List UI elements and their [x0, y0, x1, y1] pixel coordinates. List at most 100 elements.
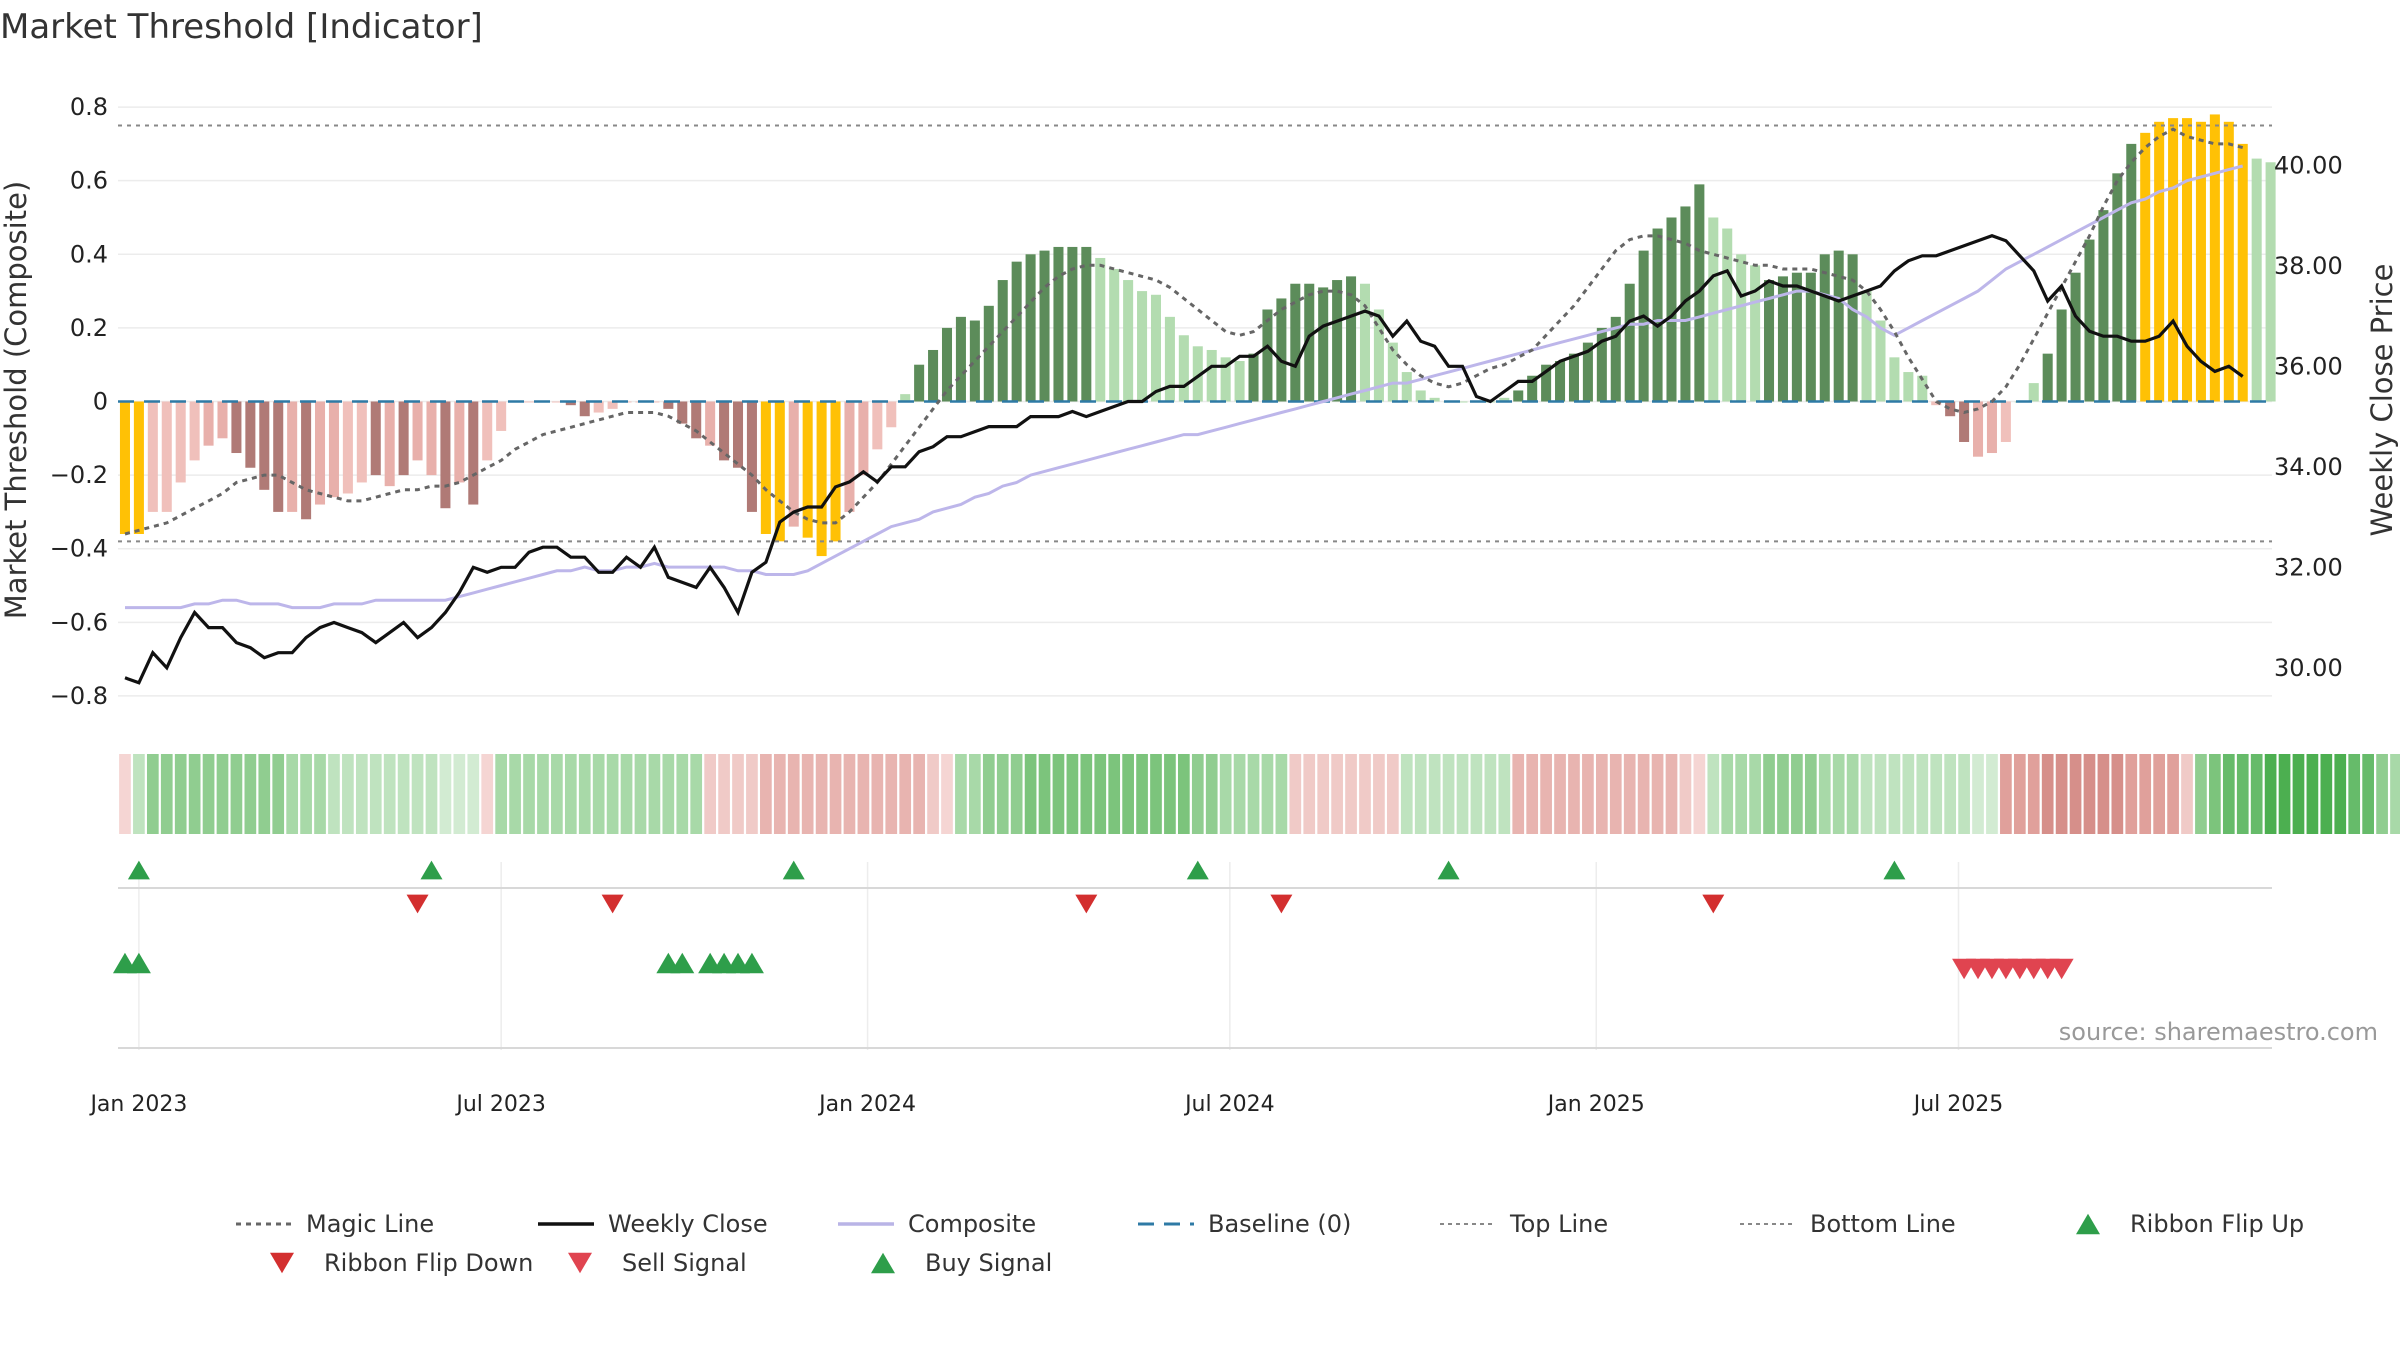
ribbon-cell — [1359, 754, 1371, 834]
ribbon-cell — [1568, 754, 1580, 834]
ribbon-cell — [1679, 754, 1692, 834]
composite-bar — [203, 401, 214, 446]
ribbon-cell — [2390, 754, 2400, 834]
composite-bar — [1736, 254, 1747, 402]
composite-bar — [1610, 316, 1621, 402]
ribbon-cell — [1721, 754, 1734, 834]
composite-bar — [719, 401, 730, 461]
composite-bar — [1415, 390, 1426, 402]
ribbon-cell — [2320, 754, 2333, 834]
ribbon-cell — [592, 754, 605, 834]
composite-bar — [1861, 291, 1872, 402]
ribbon-cell — [1665, 754, 1678, 834]
weekly-close-line — [124, 234, 2244, 685]
ribbon-cell — [425, 754, 438, 834]
ribbon-flip-down-marker — [1702, 894, 1725, 914]
composite-bar — [1945, 401, 1956, 417]
ribbon-cell — [1707, 754, 1720, 834]
composite-bar — [1373, 309, 1384, 402]
ribbon-cell — [300, 754, 312, 834]
composite-bar — [1011, 261, 1022, 402]
ribbon-cell — [160, 754, 173, 834]
legend-label: Top Line — [1509, 1210, 1608, 1238]
ribbon-cell — [1275, 754, 1288, 834]
composite-bar — [2140, 132, 2151, 402]
ribbon-cell — [1414, 754, 1427, 834]
ribbon-cell — [314, 754, 326, 834]
composite-bar — [412, 401, 423, 461]
x-axis-ticks: Jan 2023 Jul 2023 Jan 2024 Jul 2024 Jan 2025… — [88, 1092, 2003, 1117]
composite-bar — [259, 401, 270, 490]
composite-bar — [1624, 283, 1635, 402]
ribbon-cell — [2055, 754, 2068, 834]
composite-bar — [1262, 309, 1273, 402]
legend-label: Sell Signal — [622, 1249, 747, 1277]
composite-bar — [440, 401, 451, 509]
ribbon-cell — [690, 754, 703, 834]
ribbon-cell — [355, 754, 368, 834]
ribbon-cell — [1024, 754, 1037, 834]
composite-bar — [2028, 383, 2039, 402]
ribbon-cell — [1317, 754, 1330, 834]
composite-bar — [1304, 283, 1315, 402]
composite-bar — [1137, 291, 1148, 402]
composite-bar — [802, 401, 813, 538]
composite-bar — [2265, 162, 2276, 402]
ribbon-cell — [1791, 754, 1803, 834]
ribbon-cell — [2236, 754, 2249, 834]
composite-bar — [1819, 254, 1830, 402]
legend-label: Magic Line — [306, 1210, 434, 1238]
ribbon-cell — [1595, 754, 1608, 834]
composite-bar — [1332, 280, 1343, 402]
ribbon-cell — [1331, 754, 1343, 834]
composite-bar — [830, 401, 841, 542]
ribbon-cell — [913, 754, 925, 834]
ribbon-cell — [1735, 754, 1748, 834]
composite-bar — [1095, 257, 1106, 402]
ribbon-cell — [1777, 754, 1789, 834]
ribbon-cell — [146, 754, 159, 834]
ribbon-cell — [1609, 754, 1622, 834]
ribbon-flip-up-marker — [1186, 860, 1209, 880]
composite-bar — [147, 401, 158, 512]
ribbon-cell — [773, 754, 786, 834]
composite-bar — [2000, 401, 2011, 442]
ribbon-cell — [1749, 754, 1761, 834]
composite-bar — [1457, 401, 1468, 403]
ribbon-cell — [1623, 754, 1636, 834]
ribbon-cell — [133, 754, 145, 834]
y-tick-label: 0.2 — [70, 314, 108, 342]
ribbon-flip-up-marker — [1437, 860, 1460, 880]
composite-bar — [2126, 143, 2137, 402]
ribbon-cell — [1428, 754, 1441, 834]
composite-bar — [997, 280, 1008, 402]
ribbon-cell — [1902, 754, 1915, 834]
ribbon-cell — [1484, 754, 1497, 834]
legend-swatch — [568, 1252, 592, 1274]
composite-bar — [496, 401, 507, 431]
y-tick-label: 0.6 — [70, 167, 108, 195]
composite-bar — [969, 320, 980, 402]
ribbon-flip-up-marker — [782, 860, 805, 880]
composite-bar — [858, 401, 869, 476]
ribbon-cell — [648, 754, 661, 834]
ribbon-cell — [2153, 754, 2165, 834]
ribbon-cell — [174, 754, 187, 834]
composite-bar — [1582, 342, 1593, 402]
ribbon-cell — [453, 754, 466, 834]
ribbon-cell — [969, 754, 981, 834]
legend-item: Weekly Close — [538, 1210, 768, 1238]
ribbon-cell — [1442, 754, 1455, 834]
ribbon-cell — [1693, 754, 1706, 834]
ribbon-cell — [2292, 754, 2305, 834]
composite-bar — [649, 401, 660, 403]
composite-bar — [872, 401, 883, 450]
ribbon-cell — [467, 754, 480, 834]
ribbon-cell — [230, 754, 243, 834]
composite-bar — [370, 401, 381, 476]
ribbon-cell — [1540, 754, 1552, 834]
ribbon-cell — [1916, 754, 1929, 834]
legend-label: Weekly Close — [608, 1210, 768, 1238]
composite-bar — [1973, 401, 1984, 457]
composite-bar — [161, 401, 172, 512]
